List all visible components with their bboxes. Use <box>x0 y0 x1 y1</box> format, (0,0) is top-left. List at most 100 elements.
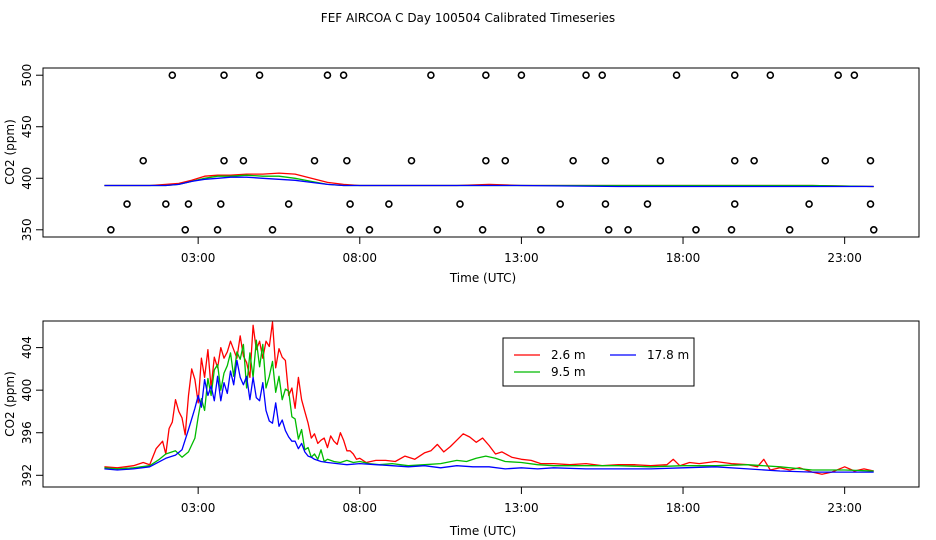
bottom-y-axis: 392 396 400 404 <box>20 336 43 487</box>
marker-point <box>433 225 442 234</box>
marker-point <box>284 200 293 208</box>
marker-point <box>184 200 193 208</box>
marker-point <box>624 225 632 234</box>
marker-point <box>869 225 878 234</box>
marker-point <box>730 200 739 208</box>
marker-point <box>346 225 354 234</box>
marker-point <box>168 71 177 80</box>
bottom-x-axis-label: Time (UTC) <box>449 524 516 538</box>
x-tick-label: 08:00 <box>342 501 377 515</box>
top-panel: 03:00 08:00 13:00 18:00 23:00 350 400 450 500 T… <box>3 64 920 285</box>
y-tick-label: 400 <box>20 167 34 190</box>
marker-point <box>255 71 264 80</box>
x-tick-label: 03:00 <box>181 501 216 515</box>
marker-point <box>310 156 319 165</box>
marker-point <box>537 225 545 234</box>
series-line-17-8-m <box>104 359 874 473</box>
marker-point <box>220 156 228 165</box>
top-y-axis-label: CO2 (ppm) <box>3 119 17 185</box>
marker-point <box>139 156 148 165</box>
marker-point <box>750 156 758 165</box>
marker-point <box>162 200 170 208</box>
x-tick-label: 18:00 <box>666 501 701 515</box>
marker-point <box>220 71 228 80</box>
marker-point <box>601 156 610 165</box>
marker-point <box>213 225 222 234</box>
marker-point <box>385 200 393 208</box>
y-tick-label: 450 <box>20 115 34 138</box>
marker-point <box>656 156 665 165</box>
marker-point <box>216 200 225 208</box>
top-x-axis-label: Time (UTC) <box>449 271 516 285</box>
x-tick-label: 23:00 <box>827 501 862 515</box>
marker-point <box>427 71 435 80</box>
marker-point <box>365 225 374 234</box>
y-tick-label: 500 <box>20 64 34 87</box>
marker-point <box>482 71 490 80</box>
x-tick-label: 03:00 <box>181 251 216 265</box>
y-tick-label: 350 <box>20 218 34 241</box>
x-tick-label: 13:00 <box>504 501 539 515</box>
marker-point <box>601 200 610 208</box>
legend-box <box>502 337 695 387</box>
x-tick-label: 08:00 <box>342 251 377 265</box>
bottom-plot-data <box>104 321 874 475</box>
marker-point <box>805 200 813 208</box>
marker-point <box>339 71 348 80</box>
marker-point <box>181 225 190 234</box>
marker-point <box>692 225 700 234</box>
marker-point <box>730 71 739 80</box>
marker-point <box>866 156 875 165</box>
marker-point <box>343 156 351 165</box>
legend: 2.6 m 9.5 m 17.8 m <box>502 337 695 387</box>
marker-point <box>582 71 590 80</box>
y-tick-label: 392 <box>20 464 34 487</box>
marker-point <box>727 225 736 234</box>
marker-point <box>604 225 613 234</box>
marker-point <box>517 71 526 80</box>
marker-point <box>407 156 416 165</box>
top-y-axis: 350 400 450 500 <box>20 64 43 241</box>
top-plot-frame <box>42 67 920 238</box>
legend-label-17-8m: 17.8 m <box>647 348 689 362</box>
marker-point <box>556 200 564 208</box>
bottom-x-axis: 03:00 08:00 13:00 18:00 23:00 <box>181 487 862 515</box>
legend-label-2-6m: 2.6 m <box>551 348 586 362</box>
marker-point <box>478 225 487 234</box>
marker-point <box>866 200 875 208</box>
marker-point <box>123 200 131 208</box>
marker-point <box>456 200 464 208</box>
marker-point <box>834 71 842 80</box>
x-tick-label: 18:00 <box>666 251 701 265</box>
legend-label-9-5m: 9.5 m <box>551 365 586 379</box>
bottom-plot-frame <box>42 320 920 488</box>
marker-point <box>239 156 248 165</box>
y-tick-label: 400 <box>20 379 34 402</box>
marker-point <box>323 71 332 80</box>
top-x-axis: 03:00 08:00 13:00 18:00 23:00 <box>181 237 862 265</box>
figure-title: FEF AIRCOA C Day 100504 Calibrated Times… <box>321 11 615 25</box>
marker-point <box>766 71 775 80</box>
bottom-y-axis-label: CO2 (ppm) <box>3 371 17 437</box>
marker-point <box>268 225 277 234</box>
marker-point <box>643 200 652 208</box>
marker-point <box>850 71 859 80</box>
marker-point <box>346 200 354 208</box>
marker-point <box>569 156 577 165</box>
y-tick-label: 404 <box>20 336 34 359</box>
series-line-2-6-m <box>104 172 874 188</box>
marker-point <box>785 225 794 234</box>
marker-point <box>821 156 830 165</box>
bottom-panel: 03:00 08:00 13:00 18:00 23:00 392 396 400 404 T… <box>3 320 920 538</box>
series-line-9-5-m <box>104 339 874 472</box>
x-tick-label: 23:00 <box>827 251 862 265</box>
marker-point <box>598 71 607 80</box>
marker-point <box>672 71 681 80</box>
series-line-17-8-m <box>104 176 874 188</box>
marker-point <box>107 225 115 234</box>
top-plot-data <box>104 71 878 234</box>
marker-point <box>501 156 510 165</box>
series-line-2-6-m <box>104 321 874 475</box>
y-tick-label: 396 <box>20 421 34 444</box>
